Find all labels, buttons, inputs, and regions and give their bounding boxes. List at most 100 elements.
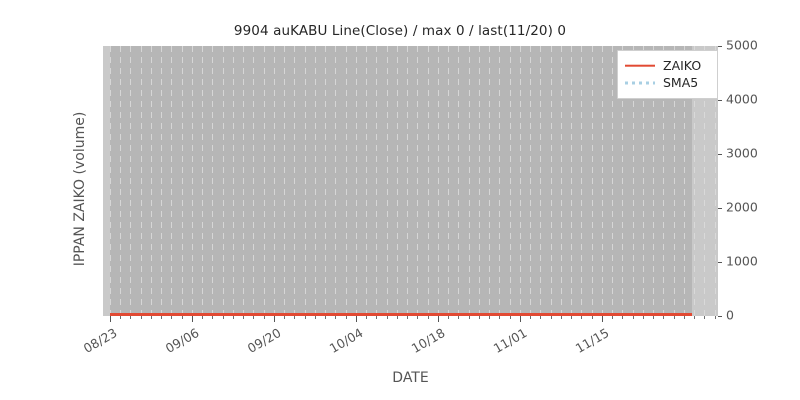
y-tick-label: 3000 — [726, 145, 758, 161]
x-tick-minor — [376, 316, 377, 319]
gridline — [315, 46, 316, 316]
gridline — [182, 46, 183, 316]
x-tick-minor — [130, 316, 131, 319]
x-tick-minor — [704, 316, 705, 319]
x-tick-minor — [325, 316, 326, 319]
gridline — [510, 46, 511, 316]
x-tick-minor — [510, 316, 511, 319]
x-tick-minor — [171, 316, 172, 319]
x-tick-minor — [540, 316, 541, 319]
x-tick-mark — [110, 316, 111, 322]
gridline — [161, 46, 162, 316]
gridline — [171, 46, 172, 316]
x-tick-minor — [684, 316, 685, 319]
y-tick-label: 1000 — [726, 253, 758, 269]
gridlines — [103, 46, 718, 316]
gridline — [704, 46, 705, 316]
x-tick-label: 11/01 — [490, 325, 530, 357]
gridline — [141, 46, 142, 316]
x-tick-mark — [519, 316, 521, 322]
gridline — [622, 46, 623, 316]
gridline — [253, 46, 254, 316]
y-tick-label: 2000 — [726, 199, 758, 215]
x-tick-minor — [469, 316, 470, 319]
y-tick-label: 4000 — [726, 91, 758, 107]
gridline — [110, 46, 111, 316]
x-tick-label: 08/23 — [80, 325, 120, 357]
x-tick-minor — [458, 316, 459, 319]
gridline — [633, 46, 634, 316]
x-tick-minor — [264, 316, 265, 319]
x-tick-label: 11/15 — [572, 325, 612, 357]
x-tick-minor — [674, 316, 675, 319]
gridline — [233, 46, 234, 316]
gridline — [715, 46, 716, 316]
gridline — [663, 46, 664, 316]
y-tick-mark — [718, 153, 722, 155]
y-tick-mark — [718, 45, 722, 47]
x-tick-minor — [592, 316, 593, 319]
gridline — [387, 46, 388, 316]
x-tick-minor — [212, 316, 213, 319]
x-tick-minor — [346, 316, 347, 319]
gridline — [643, 46, 644, 316]
x-tick-minor — [233, 316, 234, 319]
legend-swatch-zaiko-icon — [625, 60, 655, 71]
x-tick-mark — [355, 316, 357, 322]
gridline — [571, 46, 572, 316]
gridline — [530, 46, 531, 316]
legend-item-sma5[interactable]: SMA5 — [625, 74, 710, 91]
x-tick-minor — [397, 316, 398, 319]
x-tick-minor — [479, 316, 480, 319]
gridline — [223, 46, 224, 316]
y-tick-mark — [718, 261, 722, 263]
gridline — [540, 46, 541, 316]
x-tick-minor — [366, 316, 367, 319]
legend-label: ZAIKO — [663, 58, 702, 73]
gridline — [561, 46, 562, 316]
x-tick-minor — [561, 316, 562, 319]
x-tick-minor — [223, 316, 224, 319]
y-axis: 0 1000 2000 3000 4000 5000 — [718, 39, 798, 321]
x-tick-minor — [387, 316, 388, 319]
x-tick-mark — [601, 316, 603, 322]
gridline — [479, 46, 480, 316]
gridline — [397, 46, 398, 316]
x-axis: 08/23 09/06 09/20 10/04 10/18 11/01 11/15 — [81, 316, 718, 376]
gridline — [294, 46, 295, 316]
gridline — [581, 46, 582, 316]
x-tick-minor — [305, 316, 306, 319]
series-line-zaiko — [110, 313, 692, 316]
plot-area[interactable] — [103, 46, 718, 316]
gridline — [674, 46, 675, 316]
x-tick-minor — [663, 316, 664, 319]
x-tick-minor — [448, 316, 449, 319]
x-tick-minor — [253, 316, 254, 319]
gridline — [438, 46, 439, 316]
gridline — [551, 46, 552, 316]
x-tick-label: 09/20 — [244, 325, 284, 357]
gridline — [417, 46, 418, 316]
x-tick-minor — [571, 316, 572, 319]
y-tick-mark — [718, 207, 722, 209]
x-tick-mark — [191, 316, 193, 322]
gridline — [489, 46, 490, 316]
y-tick-label: 5000 — [726, 37, 758, 53]
gridline — [325, 46, 326, 316]
gridline — [376, 46, 377, 316]
legend-item-zaiko[interactable]: ZAIKO — [625, 57, 710, 74]
x-tick-minor — [643, 316, 644, 319]
x-tick-minor — [202, 316, 203, 319]
gridline — [653, 46, 654, 316]
x-axis-label: DATE — [392, 370, 429, 386]
gridline — [346, 46, 347, 316]
x-tick-minor — [612, 316, 613, 319]
legend[interactable]: ZAIKO SMA5 — [617, 50, 718, 99]
gridline — [458, 46, 459, 316]
x-tick-minor — [489, 316, 490, 319]
x-tick-mark — [273, 316, 275, 322]
x-tick-minor — [335, 316, 336, 319]
gridline — [120, 46, 121, 316]
x-tick-minor — [653, 316, 654, 319]
